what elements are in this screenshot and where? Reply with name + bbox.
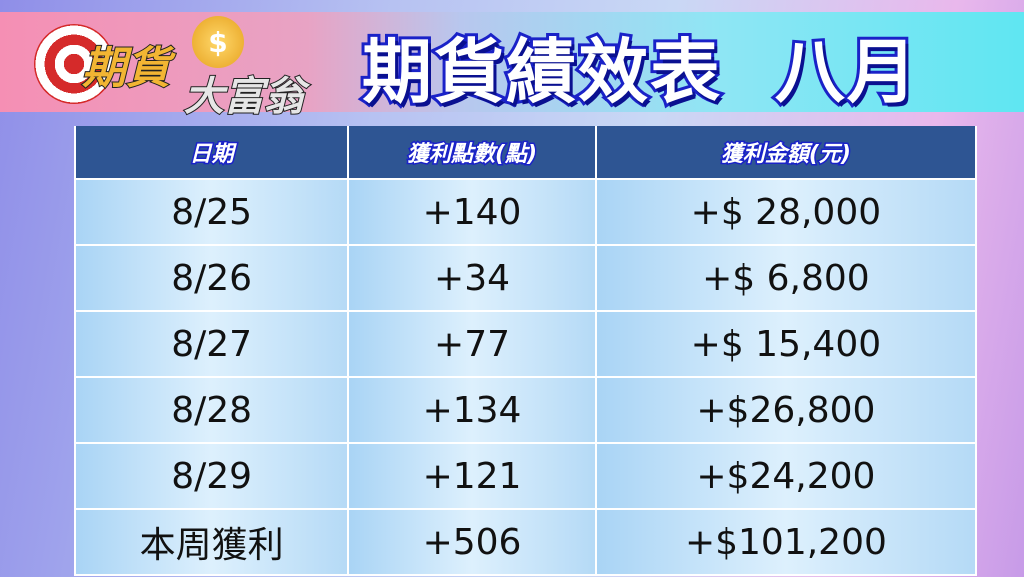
date-cell: 本周獲利 — [73, 508, 350, 576]
points-cell: +121 — [347, 442, 597, 510]
page-title: 期貨績效表 八月 — [359, 28, 920, 116]
points-cell: +140 — [347, 178, 597, 246]
amount-cell: +$26,800 — [594, 376, 978, 444]
points-cell: +134 — [347, 376, 597, 444]
date-cell: 8/25 — [73, 178, 350, 246]
points-cell: +34 — [347, 244, 597, 312]
points-cell: +506 — [347, 508, 597, 576]
total-row: 本周獲利 +506 +$101,200 — [73, 508, 978, 576]
column-header: 獲利金額(元) — [594, 126, 978, 179]
date-cell: 8/26 — [73, 244, 350, 312]
amount-cell: +$ 15,400 — [594, 310, 978, 378]
table-row: 8/27 +77 +$ 15,400 — [73, 310, 978, 378]
target-icon — [34, 24, 114, 104]
table-row: 8/25 +140 +$ 28,000 — [73, 178, 978, 246]
logo-text-1: 期貨 — [81, 42, 171, 95]
logo-text-2: 大富翁 — [183, 73, 305, 121]
amount-cell: +$101,200 — [594, 508, 978, 576]
table-row: 8/28 +134 +$26,800 — [73, 376, 978, 444]
performance-table: 日期 獲利點數(點) 獲利金額(元) 8/25 +140 +$ 28,000 8/26 +3… — [73, 126, 978, 576]
amount-cell: +$ 6,800 — [594, 244, 978, 312]
coin-icon: $ — [192, 16, 244, 68]
amount-cell: +$ 28,000 — [594, 178, 978, 246]
table-row: 8/26 +34 +$ 6,800 — [73, 244, 978, 312]
date-cell: 8/28 — [73, 376, 350, 444]
points-cell: +77 — [347, 310, 597, 378]
banner — [0, 12, 1024, 112]
column-header: 日期 — [73, 126, 350, 179]
logo: $ 期貨 大富翁 — [14, 14, 354, 121]
date-cell: 8/27 — [73, 310, 350, 378]
column-header: 獲利點數(點) — [347, 126, 597, 179]
amount-cell: +$24,200 — [594, 442, 978, 510]
date-cell: 8/29 — [73, 442, 350, 510]
table-row: 8/29 +121 +$24,200 — [73, 442, 978, 510]
